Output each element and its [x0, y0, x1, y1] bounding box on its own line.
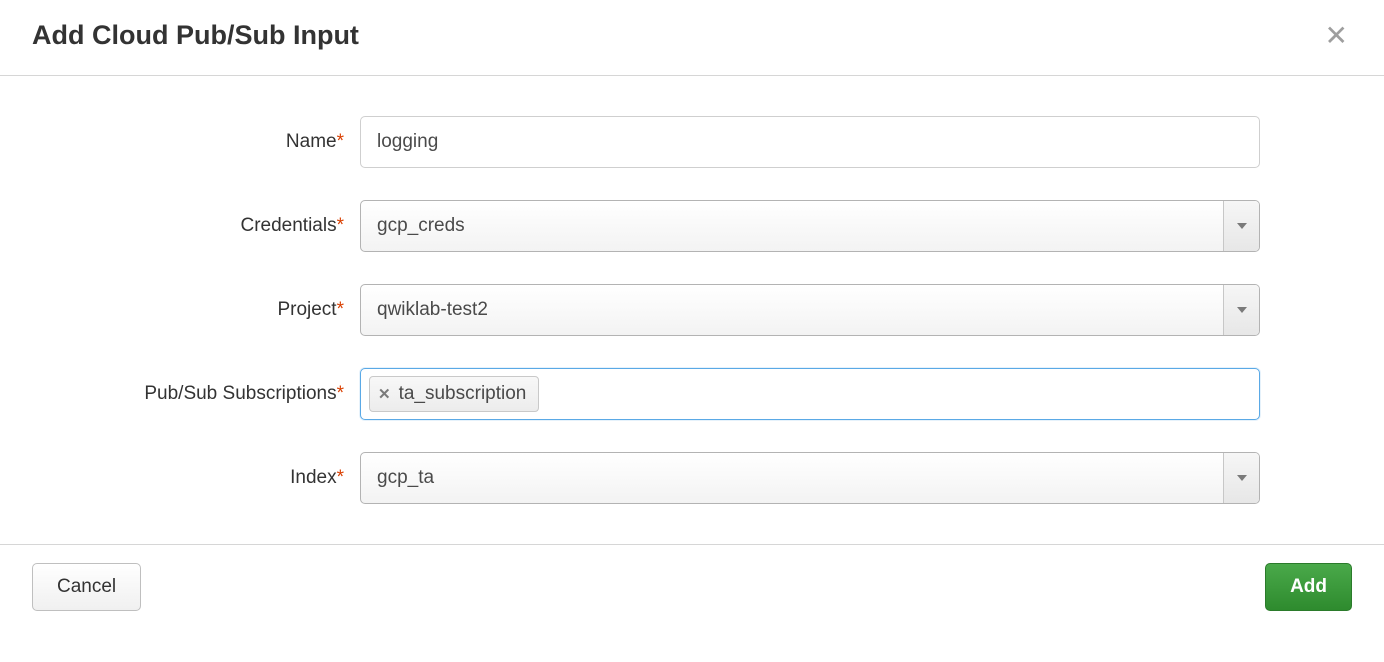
- index-value: gcp_ta: [361, 453, 1223, 503]
- dialog-header: Add Cloud Pub/Sub Input ✕: [0, 0, 1384, 76]
- required-marker: *: [337, 215, 344, 236]
- dialog-footer: Cancel Add: [0, 544, 1384, 629]
- label-name: Name*: [32, 131, 360, 153]
- row-name: Name*: [32, 116, 1352, 168]
- credentials-select[interactable]: gcp_creds: [360, 200, 1260, 252]
- subscription-tag: ✕ ta_subscription: [369, 376, 539, 412]
- required-marker: *: [337, 383, 344, 404]
- label-name-text: Name: [286, 131, 337, 152]
- row-subscriptions: Pub/Sub Subscriptions* ✕ ta_subscription: [32, 368, 1352, 420]
- index-select[interactable]: gcp_ta: [360, 452, 1260, 504]
- label-index: Index*: [32, 467, 360, 489]
- label-subscriptions: Pub/Sub Subscriptions*: [32, 383, 360, 405]
- required-marker: *: [337, 467, 344, 488]
- subscription-tag-label: ta_subscription: [399, 383, 527, 405]
- subscriptions-input[interactable]: ✕ ta_subscription: [360, 368, 1260, 420]
- label-credentials-text: Credentials: [240, 215, 336, 236]
- cancel-button-label: Cancel: [57, 576, 116, 598]
- project-select[interactable]: qwiklab-test2: [360, 284, 1260, 336]
- close-icon[interactable]: ✕: [1321, 22, 1352, 50]
- label-project-text: Project: [277, 299, 336, 320]
- credentials-value: gcp_creds: [361, 201, 1223, 251]
- label-index-text: Index: [290, 467, 336, 488]
- row-project: Project* qwiklab-test2: [32, 284, 1352, 336]
- add-cloud-pubsub-dialog: Add Cloud Pub/Sub Input ✕ Name* Credenti…: [0, 0, 1384, 629]
- label-subscriptions-text: Pub/Sub Subscriptions: [144, 383, 336, 404]
- name-input[interactable]: [360, 116, 1260, 168]
- dialog-body: Name* Credentials* gcp_creds Project*: [0, 76, 1384, 544]
- chevron-down-icon[interactable]: [1223, 285, 1259, 335]
- required-marker: *: [337, 131, 344, 152]
- remove-tag-icon[interactable]: ✕: [378, 387, 391, 402]
- required-marker: *: [337, 299, 344, 320]
- label-credentials: Credentials*: [32, 215, 360, 237]
- chevron-down-icon[interactable]: [1223, 201, 1259, 251]
- add-button[interactable]: Add: [1265, 563, 1352, 611]
- row-index: Index* gcp_ta: [32, 452, 1352, 504]
- chevron-down-icon[interactable]: [1223, 453, 1259, 503]
- cancel-button[interactable]: Cancel: [32, 563, 141, 611]
- label-project: Project*: [32, 299, 360, 321]
- dialog-title: Add Cloud Pub/Sub Input: [32, 20, 359, 51]
- add-button-label: Add: [1290, 576, 1327, 598]
- project-value: qwiklab-test2: [361, 285, 1223, 335]
- row-credentials: Credentials* gcp_creds: [32, 200, 1352, 252]
